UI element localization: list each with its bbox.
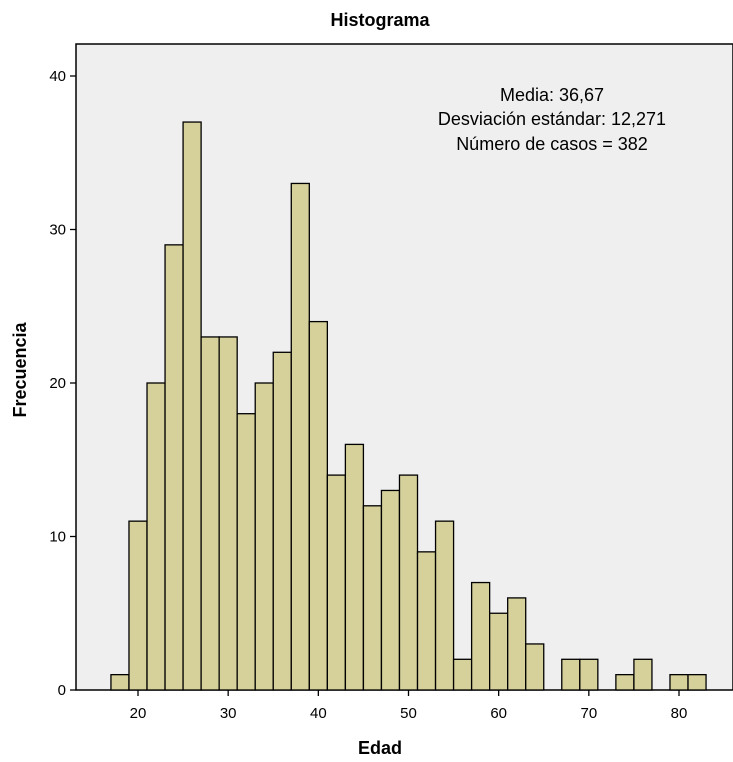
histogram-bar [290,182,310,691]
histogram-bar [633,658,653,691]
y-tick-label: 20 [49,375,66,392]
histogram-bar [525,643,545,691]
histogram-bar [272,351,292,691]
histogram-bar [434,520,455,691]
y-tick-label: 40 [49,68,66,85]
y-tick-label: 30 [49,222,66,239]
x-tick-label: 20 [130,705,147,722]
histogram-bar [615,674,635,691]
y-axis-ticks: 0 10 20 30 40 [49,68,76,699]
x-tick-label: 70 [580,705,597,722]
histogram-bar [110,674,130,691]
histogram-bar [416,551,437,691]
x-tick-label: 50 [400,705,417,722]
histogram-bar [579,658,599,691]
x-tick-label: 40 [310,705,327,722]
histogram-bar [507,597,527,691]
histogram-bar [362,505,383,691]
histogram-bar [687,674,707,691]
histogram-bar [326,474,347,691]
stat-n: Número de casos = 382 [456,134,648,154]
histogram-bar [164,244,184,691]
y-tick-label: 0 [58,682,66,699]
histogram-bar [344,443,365,691]
histogram-bar [254,382,274,691]
x-axis-ticks: 20 30 40 50 60 70 80 [130,690,688,722]
histogram-bar [380,489,401,691]
stat-mean: Media: 36,67 [500,85,604,105]
histogram-bar [146,382,166,691]
bars-group [110,121,707,691]
x-tick-label: 80 [671,705,688,722]
histogram-bar [669,674,689,691]
histogram-bar [200,336,220,691]
y-tick-label: 10 [49,529,66,546]
histogram-bar [218,336,238,691]
histogram-bar [398,474,419,691]
histogram-bar [470,581,491,691]
stat-std: Desviación estándar: 12,271 [438,109,666,129]
histogram-bar [561,658,581,691]
histogram-bar [128,520,148,691]
x-axis-label: Edad [358,738,402,758]
x-tick-label: 30 [220,705,237,722]
histogram-bar [488,612,509,691]
histogram-bar [452,658,473,691]
y-axis-label: Frecuencia [10,321,30,417]
x-tick-label: 60 [490,705,507,722]
histogram-bar [236,413,256,691]
histogram-bar [308,320,329,691]
histogram-bar [182,121,202,691]
chart-title: Histograma [330,10,430,30]
